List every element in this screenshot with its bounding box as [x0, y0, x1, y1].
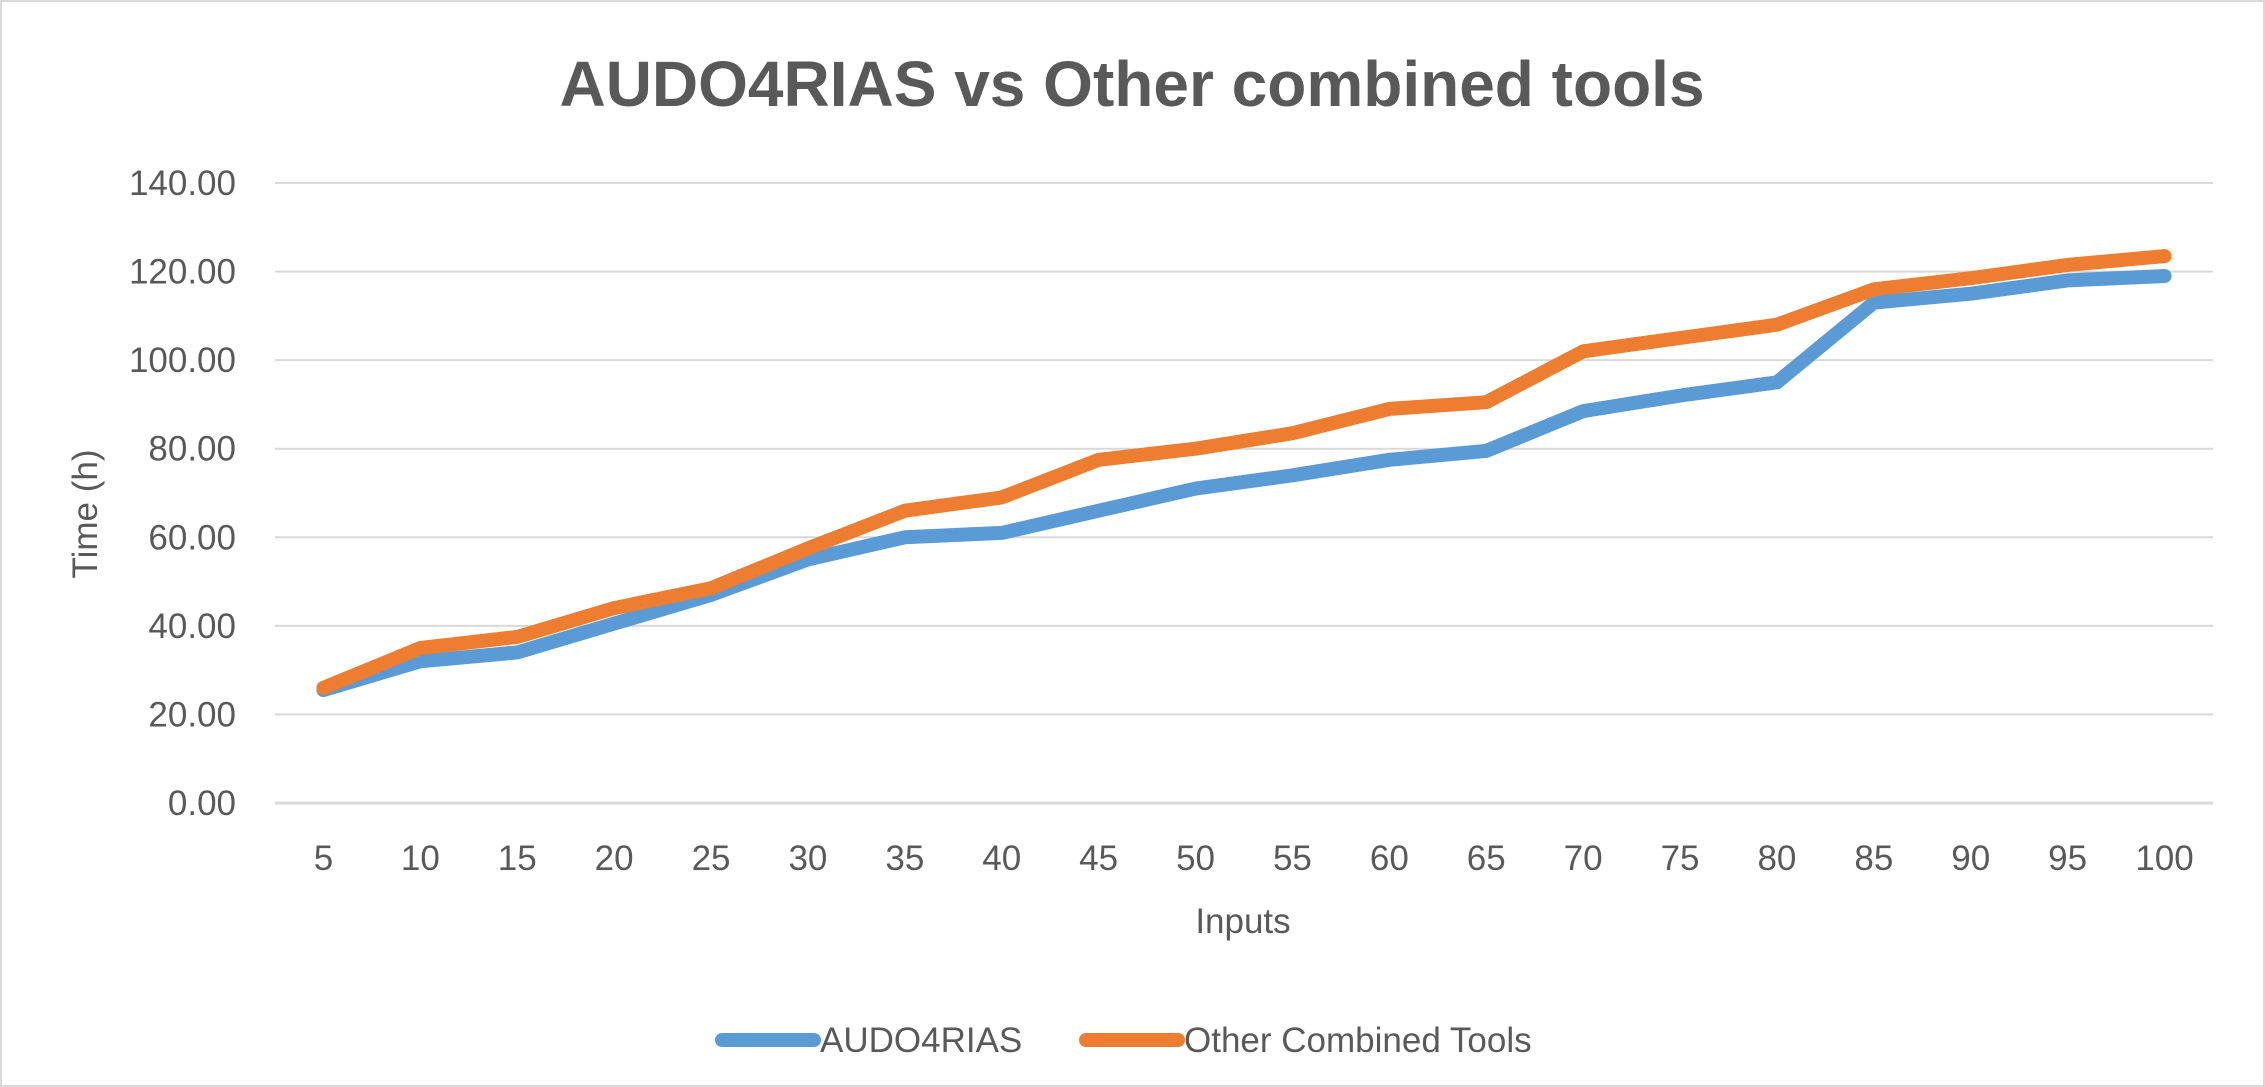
y-axis-label: Time (h): [66, 450, 105, 579]
y-tick-label: 80.00: [148, 430, 236, 469]
x-axis-ticks: 5 10 15 20 25 30 35 40 45 50 55 60 65 70 75 80 85 90 95 100: [314, 839, 2194, 878]
x-tick-label: 60: [1370, 839, 1409, 878]
y-tick-label: 60.00: [148, 518, 236, 557]
x-tick-label: 20: [595, 839, 634, 878]
series-lines: [316, 249, 2172, 698]
y-tick-label: 140.00: [129, 164, 236, 203]
x-tick-label: 5: [314, 839, 333, 878]
y-tick-label: 120.00: [129, 253, 236, 292]
y-tick-label: 40.00: [148, 607, 236, 646]
series-line-audo4rias: [316, 269, 2172, 698]
x-tick-label: 25: [692, 839, 731, 878]
x-tick-label: 75: [1661, 839, 1700, 878]
x-tick-label: 15: [498, 839, 537, 878]
y-tick-label: 0.00: [168, 784, 236, 823]
legend-label: AUDO4RIAS: [820, 1021, 1022, 1060]
x-tick-label: 50: [1176, 839, 1215, 878]
chart-title: AUDO4RIAS vs Other combined tools: [559, 48, 1704, 120]
x-tick-label: 40: [982, 839, 1021, 878]
x-tick-label: 55: [1273, 839, 1312, 878]
x-tick-label: 90: [1951, 839, 1990, 878]
x-tick-label: 80: [1757, 839, 1796, 878]
x-tick-label: 30: [788, 839, 827, 878]
x-tick-label: 85: [1854, 839, 1893, 878]
x-tick-label: 35: [885, 839, 924, 878]
x-tick-label: 45: [1079, 839, 1118, 878]
x-tick-label: 95: [2048, 839, 2087, 878]
y-tick-label: 100.00: [129, 341, 236, 380]
legend-label: Other Combined Tools: [1184, 1021, 1532, 1060]
gridlines: [275, 182, 2213, 805]
y-tick-label: 20.00: [148, 695, 236, 734]
x-axis-label: Inputs: [1195, 902, 1290, 941]
x-tick-label: 70: [1564, 839, 1603, 878]
series-line-other-combined-tools: [316, 249, 2172, 695]
legend: AUDO4RIAS Other Combined Tools: [715, 1021, 1532, 1060]
y-axis-ticks: 0.00 20.00 40.00 60.00 80.00 100.00 120.00 140.…: [129, 164, 236, 823]
x-tick-label: 100: [2135, 839, 2193, 878]
x-tick-label: 65: [1467, 839, 1506, 878]
x-tick-label: 10: [401, 839, 440, 878]
